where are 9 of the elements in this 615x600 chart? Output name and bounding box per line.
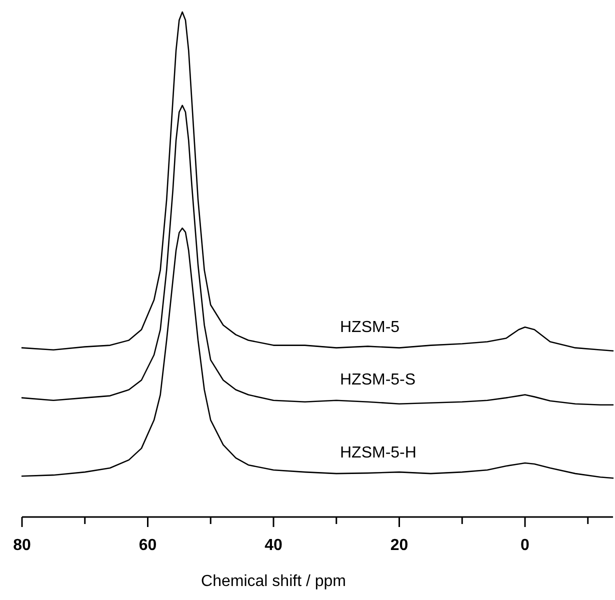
x-tick-label: 20	[390, 537, 408, 554]
x-tick-label: 0	[520, 537, 530, 554]
x-axis-title: Chemical shift / ppm	[201, 573, 346, 590]
series-label: HZSM-5	[340, 318, 400, 336]
x-tick-label: 80	[13, 537, 31, 554]
x-tick-label: 60	[138, 537, 157, 554]
series-label: HZSM-5-S	[340, 371, 416, 388]
x-tick-label: 40	[264, 537, 282, 554]
series-label: HZSM-5-H	[340, 444, 416, 462]
